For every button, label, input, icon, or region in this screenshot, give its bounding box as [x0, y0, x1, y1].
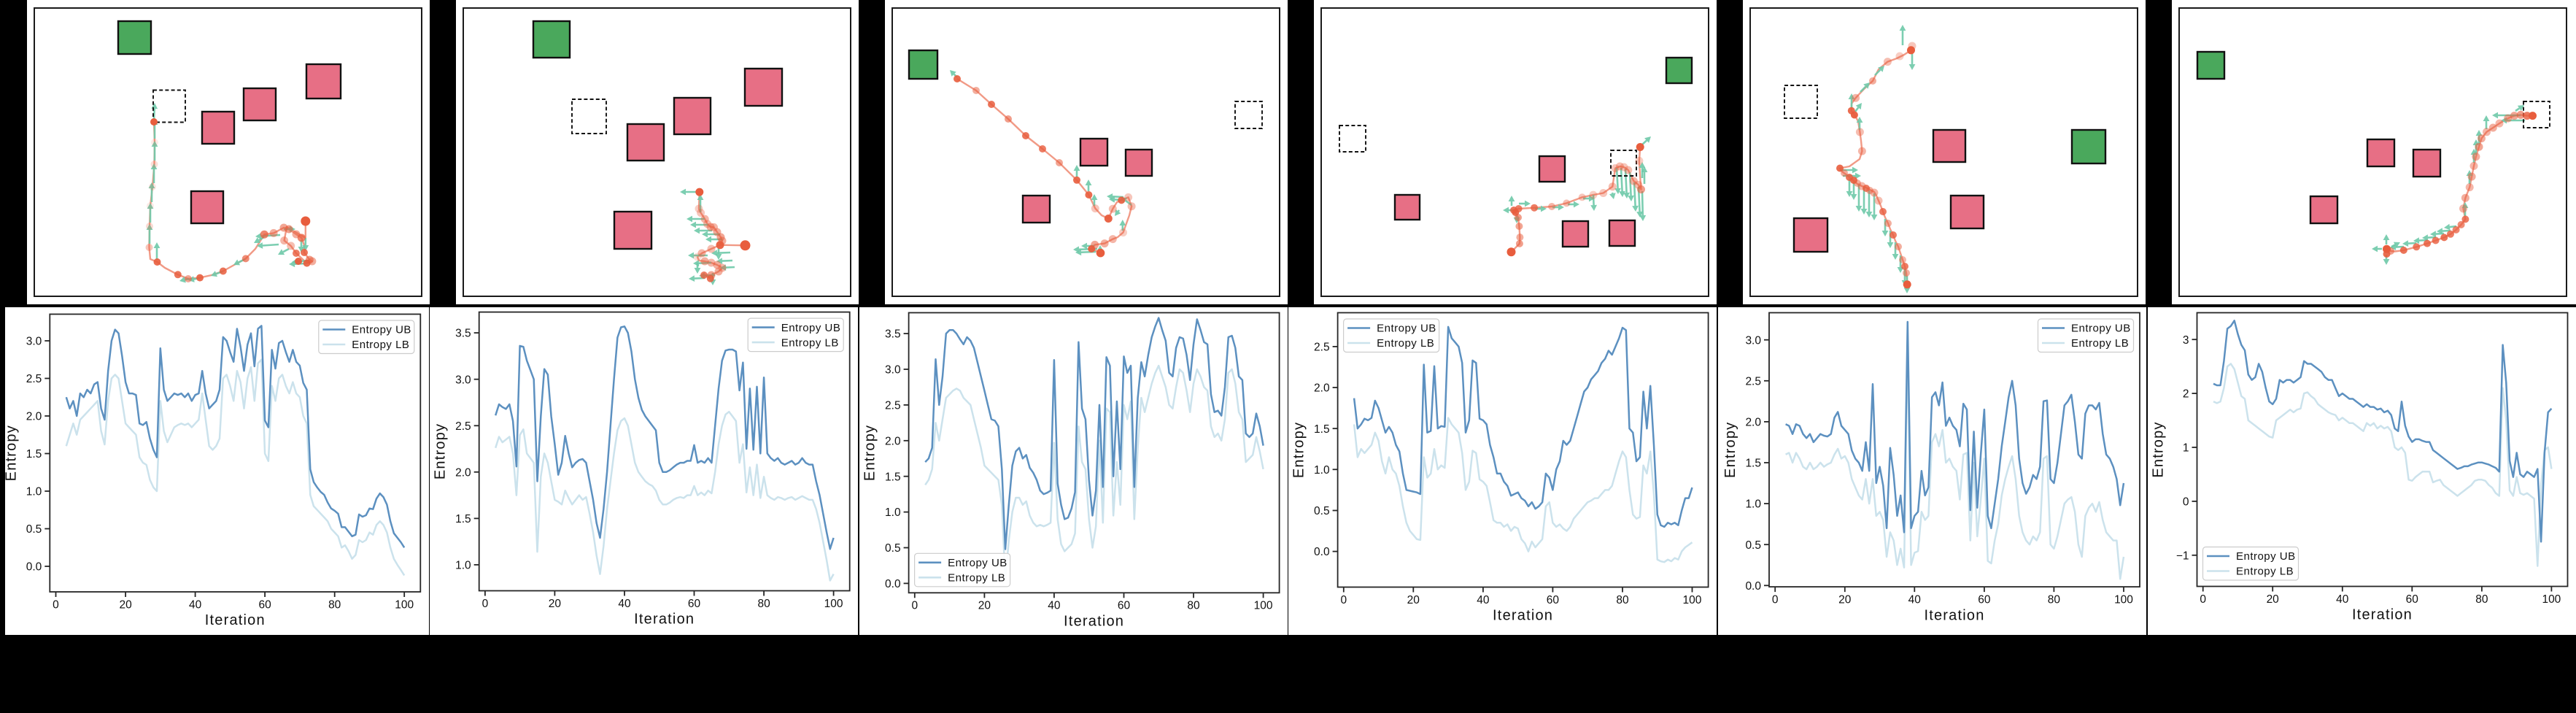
svg-text:80: 80: [1617, 593, 1630, 606]
svg-text:60: 60: [688, 597, 701, 609]
svg-text:2.5: 2.5: [885, 399, 901, 412]
svg-text:Entropy LB: Entropy LB: [781, 336, 839, 349]
svg-text:0: 0: [2200, 593, 2206, 605]
svg-text:0.0: 0.0: [26, 560, 42, 573]
svg-text:0: 0: [2182, 496, 2189, 508]
svg-text:40: 40: [1048, 599, 1061, 612]
svg-text:1.0: 1.0: [885, 506, 901, 519]
svg-text:Entropy LB: Entropy LB: [1377, 337, 1434, 350]
svg-text:3: 3: [2182, 334, 2189, 346]
svg-text:Entropy UB: Entropy UB: [2236, 550, 2296, 563]
svg-text:Iteration: Iteration: [1493, 607, 1553, 623]
svg-text:60: 60: [1547, 593, 1560, 606]
svg-text:Iteration: Iteration: [205, 612, 266, 628]
svg-text:60: 60: [1118, 599, 1131, 612]
svg-text:2.5: 2.5: [1314, 341, 1330, 353]
svg-text:0.0: 0.0: [885, 578, 901, 590]
svg-text:2.0: 2.0: [1745, 416, 1761, 428]
svg-text:100: 100: [2114, 593, 2133, 606]
svg-text:Entropy LB: Entropy LB: [948, 571, 1005, 584]
svg-text:Entropy LB: Entropy LB: [2236, 565, 2294, 577]
svg-text:Iteration: Iteration: [634, 611, 695, 627]
svg-text:Entropy UB: Entropy UB: [2071, 322, 2131, 334]
svg-text:40: 40: [2336, 593, 2348, 605]
svg-text:100: 100: [824, 597, 843, 609]
svg-text:0.5: 0.5: [1314, 505, 1330, 517]
svg-text:Entropy LB: Entropy LB: [2071, 337, 2129, 350]
svg-text:20: 20: [1838, 593, 1852, 606]
svg-text:Entropy: Entropy: [862, 424, 878, 480]
svg-text:80: 80: [2475, 593, 2488, 605]
svg-text:Iteration: Iteration: [1064, 613, 1124, 629]
svg-text:0: 0: [482, 597, 489, 609]
svg-text:2.0: 2.0: [455, 466, 471, 479]
svg-text:40: 40: [189, 598, 201, 611]
svg-text:3.5: 3.5: [455, 327, 471, 339]
svg-text:2.5: 2.5: [26, 373, 42, 385]
svg-text:2.5: 2.5: [455, 420, 471, 432]
svg-text:3.0: 3.0: [26, 335, 42, 347]
svg-text:20: 20: [978, 599, 991, 612]
svg-text:2.0: 2.0: [26, 410, 42, 423]
svg-text:Entropy UB: Entropy UB: [352, 323, 411, 336]
svg-text:3.5: 3.5: [885, 328, 901, 340]
svg-text:3.0: 3.0: [885, 363, 901, 376]
svg-text:80: 80: [758, 597, 771, 609]
svg-text:1.5: 1.5: [1745, 457, 1761, 469]
svg-text:Entropy: Entropy: [5, 425, 19, 481]
svg-text:Entropy UB: Entropy UB: [781, 321, 841, 334]
svg-text:2.0: 2.0: [885, 435, 901, 447]
svg-text:80: 80: [328, 598, 341, 611]
svg-text:60: 60: [2405, 593, 2418, 605]
svg-text:20: 20: [119, 598, 131, 611]
svg-text:1.5: 1.5: [885, 471, 901, 483]
svg-text:0.5: 0.5: [885, 542, 901, 555]
svg-text:1.5: 1.5: [1314, 423, 1330, 435]
svg-text:0: 0: [53, 598, 59, 611]
svg-text:0.0: 0.0: [1314, 546, 1330, 558]
svg-text:Entropy LB: Entropy LB: [352, 339, 409, 351]
svg-text:60: 60: [1978, 593, 1991, 606]
svg-text:3.0: 3.0: [1745, 334, 1761, 347]
svg-text:Entropy: Entropy: [433, 423, 449, 479]
svg-text:2.0: 2.0: [1314, 382, 1330, 394]
svg-text:Entropy: Entropy: [2150, 421, 2166, 477]
svg-text:80: 80: [1187, 599, 1200, 612]
svg-text:Entropy: Entropy: [1722, 421, 1738, 477]
svg-text:20: 20: [1407, 593, 1420, 606]
svg-text:1.5: 1.5: [26, 448, 42, 460]
svg-text:40: 40: [1477, 593, 1490, 606]
svg-text:Entropy UB: Entropy UB: [1377, 322, 1436, 334]
svg-text:100: 100: [395, 598, 414, 611]
svg-text:0: 0: [911, 599, 918, 612]
svg-text:Iteration: Iteration: [2352, 606, 2413, 623]
svg-text:0.0: 0.0: [1745, 579, 1761, 592]
svg-text:0: 0: [1772, 593, 1779, 606]
svg-text:2: 2: [2182, 388, 2189, 400]
svg-text:1.0: 1.0: [1745, 498, 1761, 510]
svg-text:1.5: 1.5: [455, 513, 471, 525]
svg-text:1.0: 1.0: [26, 485, 42, 498]
svg-text:−1: −1: [2175, 550, 2189, 562]
svg-text:0.5: 0.5: [1745, 539, 1761, 551]
svg-text:100: 100: [1253, 599, 1272, 612]
svg-text:20: 20: [2266, 593, 2278, 605]
svg-text:60: 60: [258, 598, 271, 611]
svg-text:80: 80: [2048, 593, 2061, 606]
svg-text:3.0: 3.0: [455, 374, 471, 386]
svg-text:1.0: 1.0: [455, 559, 471, 571]
svg-text:100: 100: [2542, 593, 2561, 605]
svg-text:Entropy UB: Entropy UB: [948, 557, 1007, 569]
svg-text:40: 40: [1908, 593, 1922, 606]
svg-text:Entropy: Entropy: [1291, 421, 1307, 477]
svg-text:0: 0: [1341, 593, 1347, 606]
svg-text:20: 20: [549, 597, 562, 609]
svg-text:1.0: 1.0: [1314, 463, 1330, 476]
svg-text:40: 40: [619, 597, 632, 609]
svg-text:1: 1: [2182, 442, 2189, 454]
svg-text:2.5: 2.5: [1745, 375, 1761, 388]
svg-text:100: 100: [1683, 593, 1702, 606]
svg-text:Iteration: Iteration: [1924, 607, 1984, 623]
svg-text:0.5: 0.5: [26, 523, 42, 536]
